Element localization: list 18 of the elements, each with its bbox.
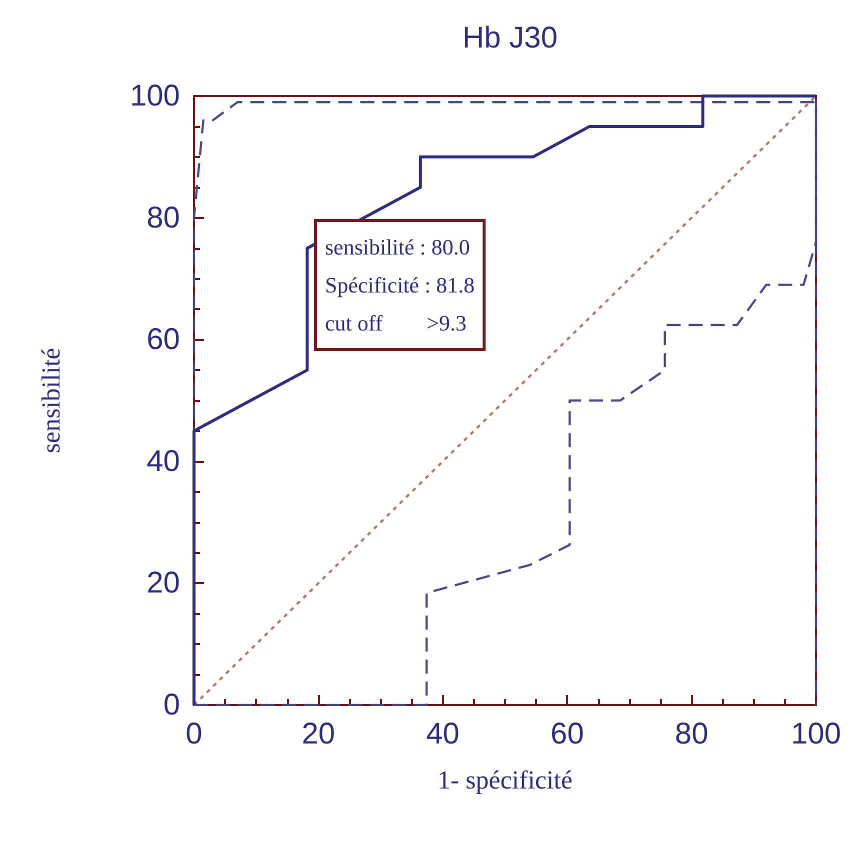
x-axis-title: 1- spécificité — [438, 766, 572, 794]
annotation: Spécificité : 81.8 — [325, 272, 475, 298]
annotation: sensibilité : 80.0 — [325, 234, 470, 260]
x-tick-label: 40 — [426, 718, 460, 750]
x-tick-label: 20 — [302, 718, 336, 750]
y-tick-label: 40 — [146, 444, 180, 478]
x-tick-label: 80 — [674, 718, 708, 750]
y-tick-label: 100 — [130, 80, 180, 112]
x-tick-label: 0 — [186, 718, 202, 750]
annotation: cut off >9.3 — [325, 310, 467, 336]
y-tick-label: 80 — [146, 201, 180, 234]
y-tick-label: 60 — [146, 323, 180, 356]
y-axis-title: sensibilité — [36, 348, 66, 454]
y-tick-label: 20 — [146, 566, 180, 600]
y-tick-label: 0 — [163, 688, 180, 722]
x-tick-label: 60 — [550, 718, 584, 750]
chart-title: Hb J30 — [462, 22, 558, 54]
x-tick-label: 100 — [790, 718, 842, 750]
